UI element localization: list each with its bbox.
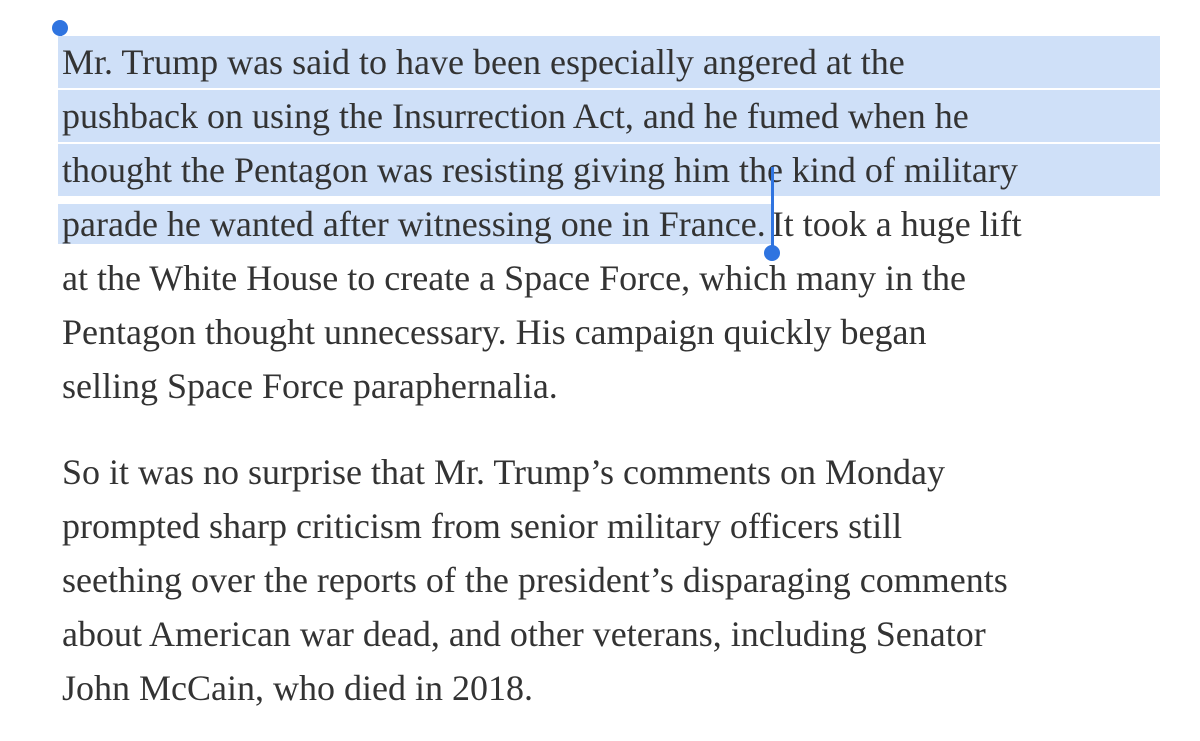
text-line: prompted sharp criticism from senior mil… bbox=[62, 506, 903, 546]
text-line: John McCain, who died in 2018. bbox=[62, 668, 533, 708]
selection-end-bar bbox=[771, 167, 774, 251]
text-line: Pentagon thought unnecessary. His campai… bbox=[62, 312, 927, 352]
text-line: seething over the reports of the preside… bbox=[62, 560, 1008, 600]
selection-highlight bbox=[58, 90, 1160, 142]
text-line: selling Space Force paraphernalia. bbox=[62, 366, 558, 406]
text-line: thought the Pentagon was resisting givin… bbox=[62, 150, 1018, 190]
text-line: So it was no surprise that Mr. Trump’s c… bbox=[62, 452, 946, 492]
text-line: Mr. Trump was said to have been especial… bbox=[62, 42, 905, 82]
text-line: about American war dead, and other veter… bbox=[62, 614, 986, 654]
selection-start-handle[interactable] bbox=[52, 20, 68, 36]
text-line: at the White House to create a Space For… bbox=[62, 258, 967, 298]
text: It took a huge lift bbox=[771, 204, 1022, 244]
text-line: parade he wanted after witnessing one in… bbox=[58, 197, 1022, 251]
selected-text: parade he wanted after witnessing one in… bbox=[58, 204, 772, 244]
selection-highlight bbox=[58, 36, 1160, 88]
text-line: pushback on using the Insurrection Act, … bbox=[62, 96, 969, 136]
selection-end-handle[interactable] bbox=[764, 245, 780, 261]
selection-highlight bbox=[58, 144, 1160, 196]
